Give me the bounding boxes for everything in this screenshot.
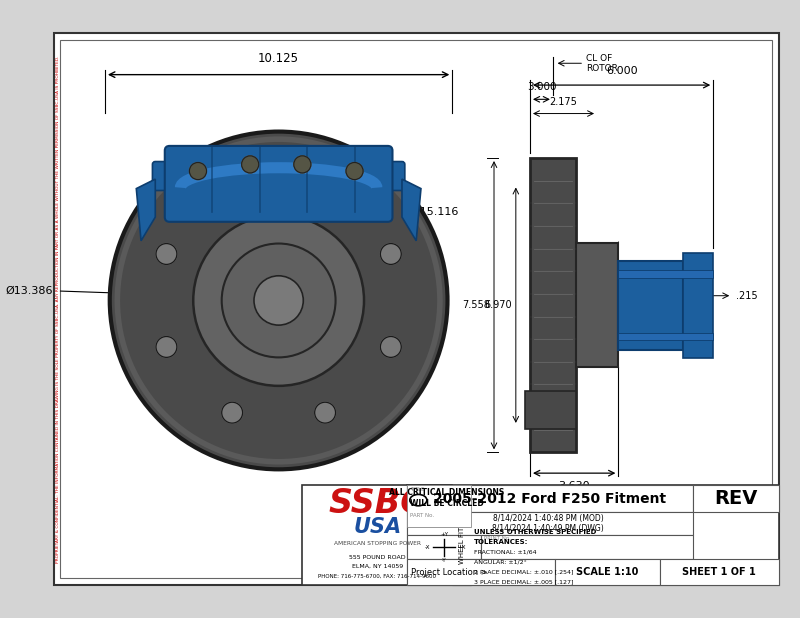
Text: -Y: -Y <box>442 557 446 562</box>
Text: 8/14/2024 1:40:48 PM (MOD)
8/14/2024 1:40:49 PM (DWG): 8/14/2024 1:40:48 PM (MOD) 8/14/2024 1:4… <box>492 514 604 533</box>
Text: 1.299: 1.299 <box>565 287 593 298</box>
Bar <box>555 559 660 585</box>
Bar <box>452 486 471 585</box>
Text: 3 PLACE DECIMAL: ±.005 [.127]: 3 PLACE DECIMAL: ±.005 [.127] <box>474 579 574 584</box>
Text: 6.970: 6.970 <box>485 300 512 310</box>
Bar <box>481 535 693 559</box>
Text: WHEEL FITMENT: WHEEL FITMENT <box>458 507 465 564</box>
Bar <box>406 535 481 559</box>
Bar <box>526 391 576 429</box>
Text: Project Location >: Project Location > <box>410 568 487 577</box>
Circle shape <box>222 178 242 199</box>
Bar <box>406 512 693 535</box>
Text: 3.630: 3.630 <box>558 481 590 491</box>
Text: AMERICAN STOPPING POWER: AMERICAN STOPPING POWER <box>334 541 421 546</box>
Circle shape <box>380 243 402 265</box>
Text: USA: USA <box>354 517 402 537</box>
Bar <box>406 486 693 512</box>
Circle shape <box>190 163 206 180</box>
Text: 4.278: 4.278 <box>587 300 614 310</box>
Circle shape <box>314 402 335 423</box>
Bar <box>693 486 778 512</box>
Text: 7.558: 7.558 <box>462 300 490 310</box>
Text: REV: REV <box>714 489 758 508</box>
Bar <box>618 270 713 278</box>
Text: ANGULAR: ±1/2°: ANGULAR: ±1/2° <box>474 559 527 564</box>
Text: .215: .215 <box>736 290 758 301</box>
Text: 10.125: 10.125 <box>258 52 299 65</box>
Text: 3.000: 3.000 <box>526 82 556 91</box>
Circle shape <box>314 178 335 199</box>
Text: CL OF
ROTOR: CL OF ROTOR <box>586 54 618 73</box>
Text: 2.175: 2.175 <box>550 97 578 107</box>
Circle shape <box>222 402 242 423</box>
Text: Ø15.116: Ø15.116 <box>368 196 459 217</box>
Polygon shape <box>136 179 155 241</box>
Text: 3.625: 3.625 <box>600 300 628 310</box>
Circle shape <box>242 156 258 173</box>
Circle shape <box>346 163 363 180</box>
Text: PHONE: 716-775-6700, FAX: 716-714-9600: PHONE: 716-775-6700, FAX: 716-714-9600 <box>318 574 436 578</box>
Text: 6.000: 6.000 <box>606 66 638 75</box>
Text: SCALE 1:10: SCALE 1:10 <box>576 567 638 577</box>
Text: SHEET 1 OF 1: SHEET 1 OF 1 <box>682 567 756 577</box>
Bar <box>406 559 555 585</box>
Text: +X: +X <box>457 544 466 549</box>
Circle shape <box>194 215 364 386</box>
Text: SSBC: SSBC <box>329 487 426 520</box>
Bar <box>530 158 576 452</box>
Circle shape <box>294 156 311 173</box>
Bar <box>683 253 713 358</box>
Text: TITLE: TITLE <box>410 488 424 493</box>
Circle shape <box>222 243 335 357</box>
Bar <box>406 486 471 527</box>
Bar <box>576 243 618 367</box>
Circle shape <box>156 336 177 357</box>
Text: UNLESS OTHERWISE SPECIFIED: UNLESS OTHERWISE SPECIFIED <box>474 529 597 535</box>
Text: ELMA, NY 14059: ELMA, NY 14059 <box>352 564 403 569</box>
Text: PART No.: PART No. <box>410 513 434 518</box>
Text: 2005-2012 Ford F250 Fitment: 2005-2012 Ford F250 Fitment <box>434 492 666 506</box>
Text: PROPRIETARY & CONFIDENTIAL: THE INFORMATION CONTAINED IN THIS DRAWING IS THE SOL: PROPRIETARY & CONFIDENTIAL: THE INFORMAT… <box>55 55 59 563</box>
Text: PRINT No.: PRINT No. <box>484 536 511 541</box>
Bar <box>302 486 452 585</box>
Text: 555 POUND ROAD: 555 POUND ROAD <box>349 555 406 560</box>
Circle shape <box>156 243 177 265</box>
Text: Ø13.386: Ø13.386 <box>6 286 53 296</box>
Text: ALL CRITICAL DIMENSIONS
WILL BE CIRCLED: ALL CRITICAL DIMENSIONS WILL BE CIRCLED <box>389 488 504 508</box>
FancyBboxPatch shape <box>165 146 393 222</box>
Text: 2 PLACE DECIMAL: ±.010 [.254]: 2 PLACE DECIMAL: ±.010 [.254] <box>474 569 574 574</box>
Circle shape <box>254 276 303 325</box>
FancyBboxPatch shape <box>153 161 405 190</box>
Circle shape <box>110 132 447 469</box>
Text: TOLERANCES:: TOLERANCES: <box>474 539 529 545</box>
Bar <box>618 332 713 340</box>
Text: +Y: +Y <box>440 531 448 536</box>
Bar <box>618 261 683 350</box>
Polygon shape <box>402 179 421 241</box>
Circle shape <box>380 336 402 357</box>
Text: -X: -X <box>425 544 430 549</box>
Text: FRACTIONAL: ±1/64: FRACTIONAL: ±1/64 <box>474 549 537 554</box>
Bar <box>406 486 778 585</box>
Bar <box>406 486 471 585</box>
Bar <box>660 559 778 585</box>
